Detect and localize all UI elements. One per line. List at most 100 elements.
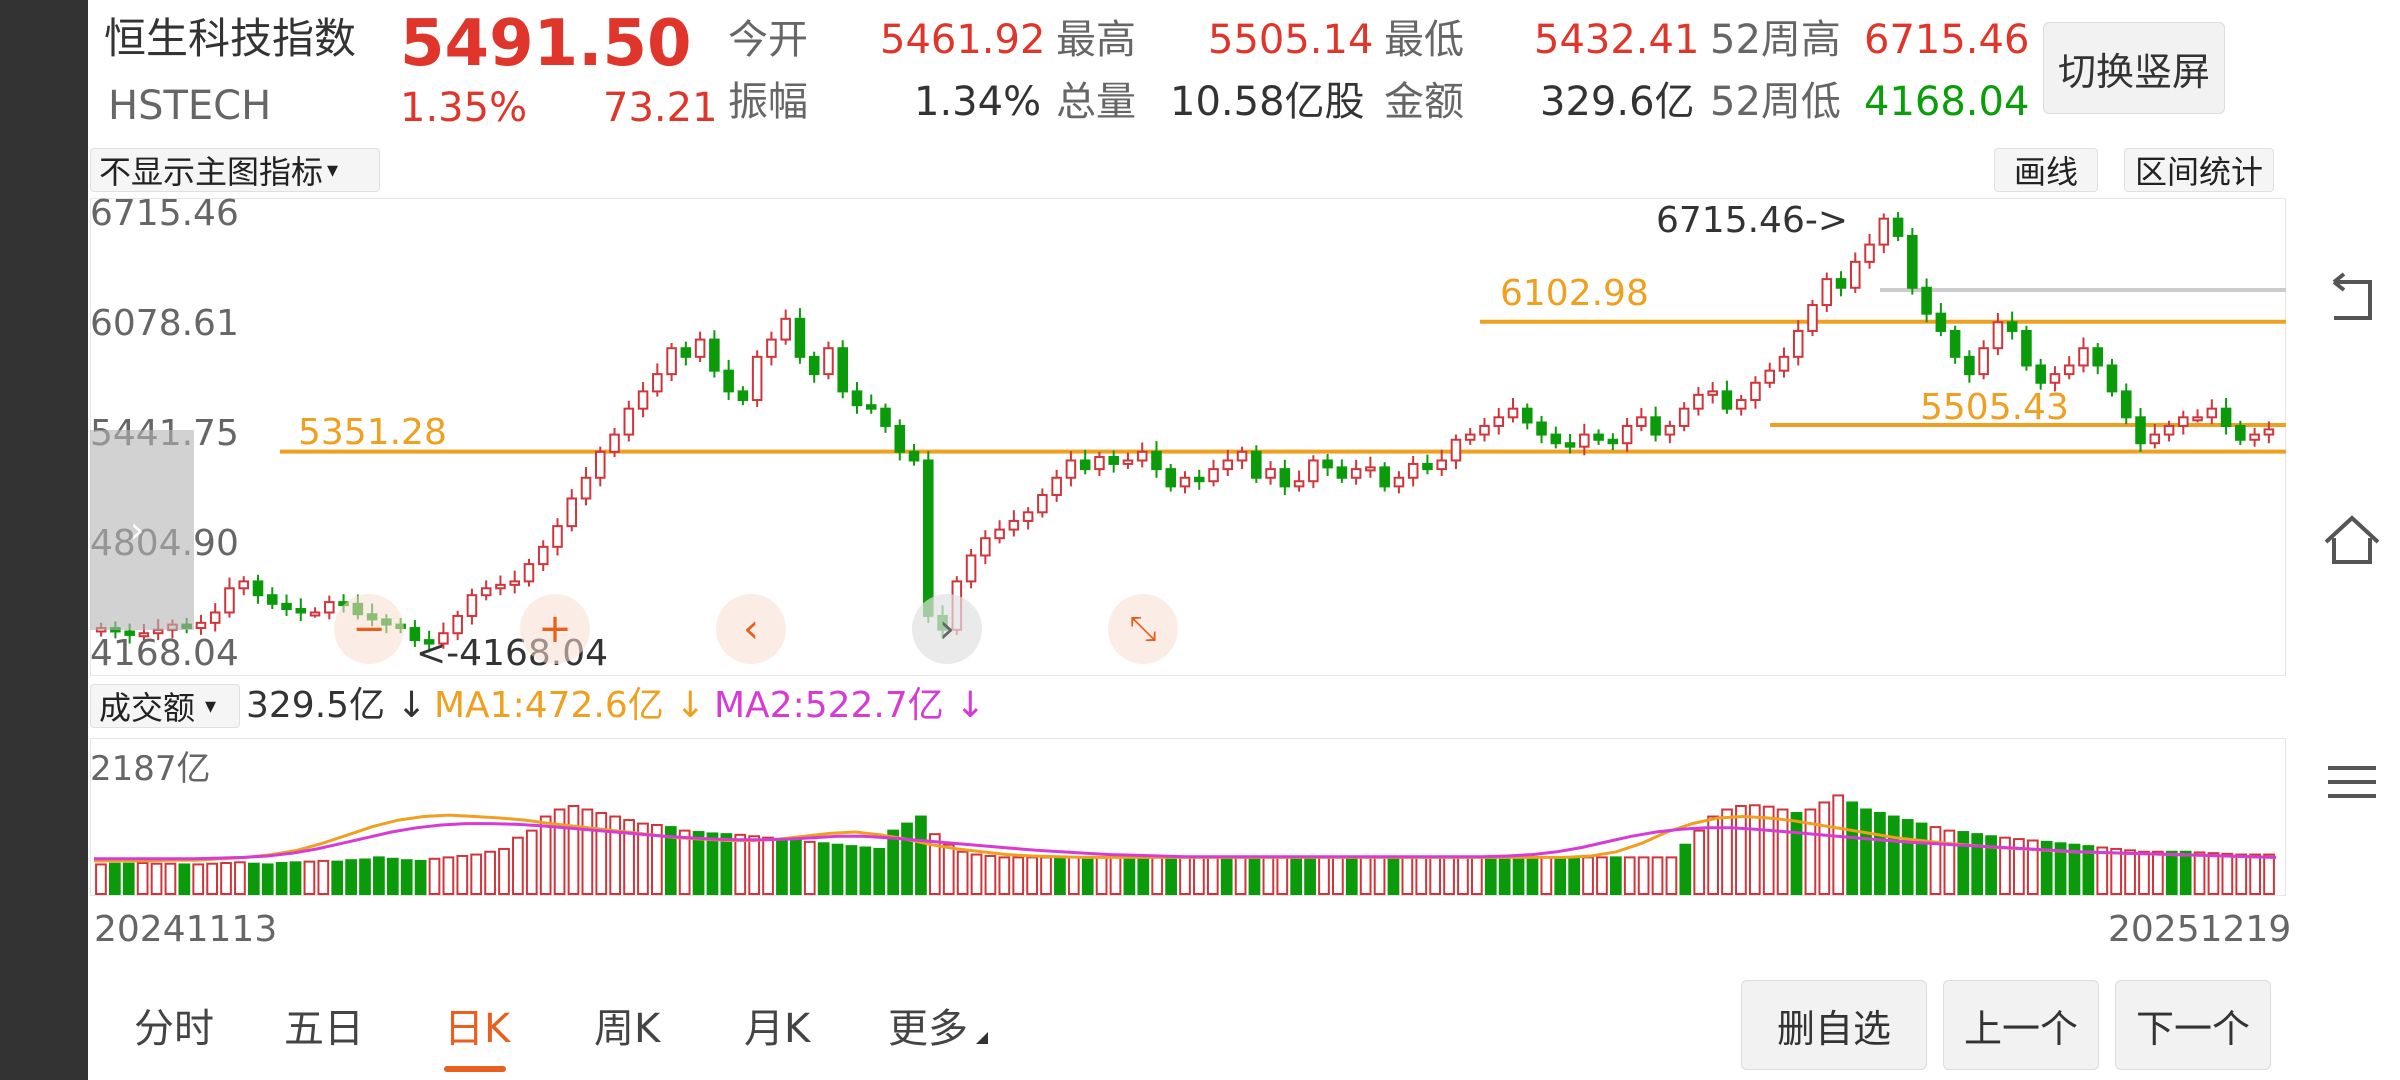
level-label-5505: 5505.43 [1920,387,2069,428]
volume-bar [1832,794,1845,895]
candle [409,627,421,642]
volume-bar [164,862,177,895]
candle [1507,407,1519,419]
volume-bar [1776,808,1789,895]
volume-bar [1512,856,1525,895]
candle [438,632,449,645]
candle [1664,424,1676,436]
volume-bar [1234,856,1247,895]
chevron-right-icon: › [130,510,145,551]
candle [1193,476,1205,483]
volume-bar [1568,856,1581,895]
volume-bar [1193,856,1205,895]
volume-bar [706,832,719,896]
volume-bar [1095,856,1108,895]
volume-bar [2054,842,2067,896]
volume-current: 329.5亿 ↓ [246,685,427,726]
tab-five-day[interactable]: 五日 [284,1006,364,1052]
volume-bar [247,862,260,895]
candle [923,459,934,617]
volume-bar [1637,856,1650,895]
volume-bar [1304,856,1316,895]
candle [2021,329,2032,367]
candle [637,390,649,410]
range-stats-button[interactable]: 区间统计 [2124,148,2274,192]
candle [1564,442,1576,448]
candle [1892,217,1904,237]
volume-bar [1415,856,1428,895]
volume-bar [651,823,663,895]
tab-more[interactable]: 更多 [888,1006,968,1052]
zoom-in-icon[interactable]: + [520,594,590,664]
volume-bar [2026,839,2039,895]
next-button[interactable]: 下一个 [2115,980,2271,1070]
candle [837,347,849,393]
candle [709,338,720,372]
menu-icon[interactable] [2320,750,2384,814]
volume-bar [414,859,427,895]
volume-bar [2249,853,2262,895]
volume-bar [1707,815,1719,895]
candle [1136,450,1148,462]
switch-portrait-button[interactable]: 切换竖屏 [2043,22,2225,114]
candle [552,525,563,548]
volume-bar [553,808,566,895]
candle [2049,373,2061,384]
volume-bar [1123,856,1136,895]
volume-indicator-select[interactable]: 成交额 ▾ [90,684,240,728]
candle [1265,468,1276,479]
volume-bar [1735,804,1747,895]
volume-bar [748,835,761,896]
candle [452,614,463,635]
candle [1037,494,1048,514]
amount-value: 329.6亿 [1540,79,1695,125]
candle [495,583,506,590]
volume-indicator-label: 成交额 [99,689,196,727]
volume-bar [1373,856,1386,895]
indicator-select-label: 不显示主图指标 [99,153,324,191]
candle [224,587,235,614]
candle [980,537,991,557]
scroll-left-handle[interactable]: › [90,430,194,630]
candle [1493,416,1505,427]
volume-bar [1137,856,1150,895]
candle [423,639,435,645]
draw-line-button[interactable]: 画线 [1994,148,2098,192]
candle [1422,462,1433,471]
candle [865,404,877,410]
volume-bar [456,854,469,896]
volume-bar [998,856,1011,895]
collapse-icon[interactable]: ⤡ [1108,594,1178,664]
wk52-high-label: 52周高 [1710,17,1841,63]
volume-bar [2124,849,2136,895]
volume-bar [1721,808,1733,895]
candle [1521,407,1533,424]
candle [566,497,578,528]
volume-bar [1012,856,1025,895]
back-icon[interactable] [2320,268,2384,332]
volume-bar [428,857,441,895]
candle [295,608,307,614]
tab-weekly-k[interactable]: 周K [594,1006,661,1052]
candle [2163,424,2175,436]
previous-button[interactable]: 上一个 [1943,980,2099,1070]
tab-daily-k[interactable]: 日K [444,1006,511,1052]
candle [965,554,977,583]
home-icon[interactable] [2320,508,2384,572]
candle [1907,234,1918,289]
amplitude-label: 振幅 [728,79,808,125]
indicator-select[interactable]: 不显示主图指标 ▾ [90,148,380,192]
chevron-right-icon[interactable]: › [912,594,982,664]
volume-bar [1470,856,1483,895]
volume-bar [1498,856,1511,895]
chevron-left-icon[interactable]: ‹ [716,594,786,664]
ma2-line [94,822,2277,861]
tab-intraday[interactable]: 分时 [134,1006,214,1052]
candle [1151,450,1162,471]
delete-favorite-button[interactable]: 删自选 [1741,980,1927,1070]
candle [1949,329,1961,358]
amplitude-value: 1.34% [914,79,1042,125]
tab-monthly-k[interactable]: 月K [744,1006,811,1052]
volume-bar [206,862,218,895]
zoom-out-icon[interactable]: − [334,594,404,664]
